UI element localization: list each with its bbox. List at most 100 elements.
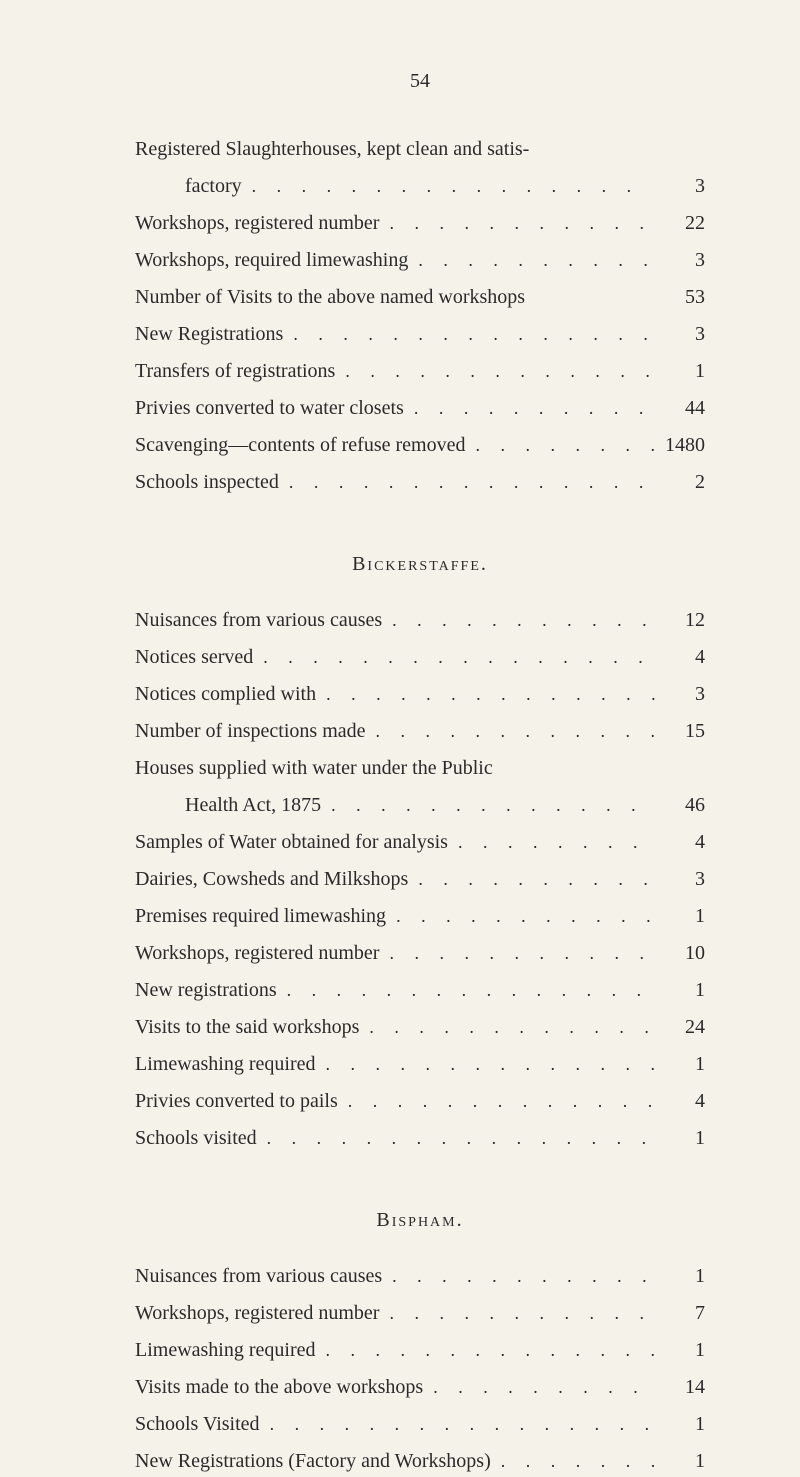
entry-row: Schools inspected. . . . . . . . . . . .… bbox=[135, 466, 705, 498]
entry-value: 3 bbox=[655, 244, 705, 276]
dots-leader: . . . . . . . . . . . . . . . . bbox=[491, 1447, 655, 1476]
entry-label: Limewashing required bbox=[135, 1334, 316, 1366]
entry-value: 3 bbox=[655, 170, 705, 202]
dots-leader: . . . . . . . . . . . . . . . . bbox=[366, 717, 656, 746]
entry-value: 3 bbox=[655, 318, 705, 350]
entry-row: Premises required limewashing. . . . . .… bbox=[135, 900, 705, 932]
entry-row: factory. . . . . . . . . . . . . . . .3 bbox=[135, 170, 705, 202]
entry-label: Visits to the said workshops bbox=[135, 1011, 359, 1043]
entry-row: Visits made to the above workshops. . . … bbox=[135, 1371, 705, 1403]
entry-row: Workshops, registered number. . . . . . … bbox=[135, 1297, 705, 1329]
entry-value: 24 bbox=[655, 1011, 705, 1043]
section: Bickerstaffe.Nuisances from various caus… bbox=[135, 553, 705, 1154]
entry-value: 1 bbox=[655, 974, 705, 1006]
entry-value: 1 bbox=[655, 355, 705, 387]
entry-value: 10 bbox=[655, 937, 705, 969]
entry-row: Workshops, required limewashing. . . . .… bbox=[135, 244, 705, 276]
entry-label: New registrations bbox=[135, 974, 277, 1006]
entry-label: New Registrations bbox=[135, 318, 283, 350]
section-title: Bispham. bbox=[135, 1209, 705, 1232]
entry-value: 1 bbox=[655, 1334, 705, 1366]
dots-leader: . . . . . . . . . . . . . . . . bbox=[283, 320, 655, 349]
entry-label: Houses supplied with water under the Pub… bbox=[135, 752, 705, 784]
dots-leader: . . . . . . . . . . . . . . . . bbox=[465, 431, 655, 460]
entry-row: Number of Visits to the above named work… bbox=[135, 281, 705, 313]
entry-row: Nuisances from various causes. . . . . .… bbox=[135, 604, 705, 636]
entry-label: Notices served bbox=[135, 641, 253, 673]
entry-row: New Registrations. . . . . . . . . . . .… bbox=[135, 318, 705, 350]
dots-leader: . . . . . . . . . . . . . . . . bbox=[382, 606, 655, 635]
entry-row: Visits to the said workshops. . . . . . … bbox=[135, 1011, 705, 1043]
entry-label: Dairies, Cowsheds and Milkshops bbox=[135, 863, 408, 895]
entry-label: Number of Visits to the above named work… bbox=[135, 281, 525, 313]
section: Registered Slaughterhouses, kept clean a… bbox=[135, 133, 705, 498]
entry-row: Transfers of registrations. . . . . . . … bbox=[135, 355, 705, 387]
entry-label: Transfers of registrations bbox=[135, 355, 335, 387]
entry-value: 3 bbox=[655, 678, 705, 710]
entry-row: Scavenging—contents of refuse removed. .… bbox=[135, 429, 705, 461]
entry-label: Number of inspections made bbox=[135, 715, 366, 747]
entry-label: New Registrations (Factory and Workshops… bbox=[135, 1445, 491, 1477]
entry-row: Workshops, registered number. . . . . . … bbox=[135, 207, 705, 239]
entry-value: 53 bbox=[655, 281, 705, 313]
section: Bispham. Nuisances from various causes. .… bbox=[135, 1209, 705, 1477]
entry-label: Nuisances from various causes bbox=[135, 604, 382, 636]
entry-row: Registered Slaughterhouses, kept clean a… bbox=[135, 133, 705, 165]
entry-label: Premises required limewashing bbox=[135, 900, 386, 932]
entry-value: 1 bbox=[655, 1445, 705, 1477]
entry-row: Notices complied with. . . . . . . . . .… bbox=[135, 678, 705, 710]
dots-leader: . . . . . . . . . . . . . . . . bbox=[253, 643, 655, 672]
dots-leader: . . . . . . . . . . . . . . . . bbox=[257, 1124, 655, 1153]
entry-value: 4 bbox=[655, 826, 705, 858]
dots-leader: . . . . . . . . . . . . . . . . bbox=[408, 865, 655, 894]
entry-value: 7 bbox=[655, 1297, 705, 1329]
entry-label: Workshops, required limewashing bbox=[135, 244, 408, 276]
dots-leader: . . . . . . . . . . . . . . . . bbox=[379, 939, 655, 968]
entry-row: Health Act, 1875. . . . . . . . . . . . … bbox=[135, 789, 705, 821]
entry-value: 4 bbox=[655, 1085, 705, 1117]
dots-leader: . . . . . . . . . . . . . . . . bbox=[386, 902, 655, 931]
dots-leader: . . . . . . . . . . . . . . . . bbox=[316, 680, 655, 709]
entry-label: Workshops, registered number bbox=[135, 937, 379, 969]
entry-label: Visits made to the above workshops bbox=[135, 1371, 423, 1403]
dots-leader: . . . . . . . . . . . . . . . . bbox=[242, 172, 655, 201]
entry-value: 1 bbox=[655, 1408, 705, 1440]
entry-value: 22 bbox=[655, 207, 705, 239]
entry-value: 1480 bbox=[655, 429, 705, 461]
entry-row: Number of inspections made. . . . . . . … bbox=[135, 715, 705, 747]
entry-value: 2 bbox=[655, 466, 705, 498]
entry-row: Schools visited. . . . . . . . . . . . .… bbox=[135, 1122, 705, 1154]
entry-label: Schools visited bbox=[135, 1122, 257, 1154]
entry-label: Limewashing required bbox=[135, 1048, 316, 1080]
dots-leader: . . . . . . . . . . . . . . . . bbox=[321, 791, 655, 820]
entry-label: factory bbox=[135, 170, 242, 202]
entry-row: Samples of Water obtained for analysis. … bbox=[135, 826, 705, 858]
entry-row: Privies converted to water closets. . . … bbox=[135, 392, 705, 424]
entry-row: New Registrations (Factory and Workshops… bbox=[135, 1445, 705, 1477]
entry-value: 12 bbox=[655, 604, 705, 636]
dots-leader: . . . . . . . . . . . . . . . . bbox=[379, 1299, 655, 1328]
entry-value: 3 bbox=[655, 863, 705, 895]
entry-row: Nuisances from various causes. . . . . .… bbox=[135, 1260, 705, 1292]
dots-leader: . . . . . . . . . . . . . . . . bbox=[448, 828, 655, 857]
entry-value: 46 bbox=[655, 789, 705, 821]
dots-leader: . . . . . . . . . . . . . . . . bbox=[408, 246, 655, 275]
entry-value: 1 bbox=[655, 1260, 705, 1292]
dots-leader: . . . . . . . . . . . . . . . . bbox=[279, 468, 655, 497]
dots-leader: . . . . . . . . . . . . . . . . bbox=[338, 1087, 655, 1116]
dots-leader: . . . . . . . . . . . . . . . . bbox=[316, 1050, 656, 1079]
page-number: 54 bbox=[135, 70, 705, 93]
entry-row: Limewashing required. . . . . . . . . . … bbox=[135, 1334, 705, 1366]
entry-value: 14 bbox=[655, 1371, 705, 1403]
entry-value: 15 bbox=[655, 715, 705, 747]
dots-leader: . . . . . . . . . . . . . . . . bbox=[379, 209, 655, 238]
entry-label: Registered Slaughterhouses, kept clean a… bbox=[135, 133, 705, 165]
dots-leader: . . . . . . . . . . . . . . . . bbox=[359, 1013, 655, 1042]
dots-leader: . . . . . . . . . . . . . . . . bbox=[277, 976, 655, 1005]
entry-row: New registrations. . . . . . . . . . . .… bbox=[135, 974, 705, 1006]
entry-label: Samples of Water obtained for analysis bbox=[135, 826, 448, 858]
entry-row: Dairies, Cowsheds and Milkshops. . . . .… bbox=[135, 863, 705, 895]
entry-label: Health Act, 1875 bbox=[135, 789, 321, 821]
entry-value: 1 bbox=[655, 900, 705, 932]
entry-label: Schools inspected bbox=[135, 466, 279, 498]
